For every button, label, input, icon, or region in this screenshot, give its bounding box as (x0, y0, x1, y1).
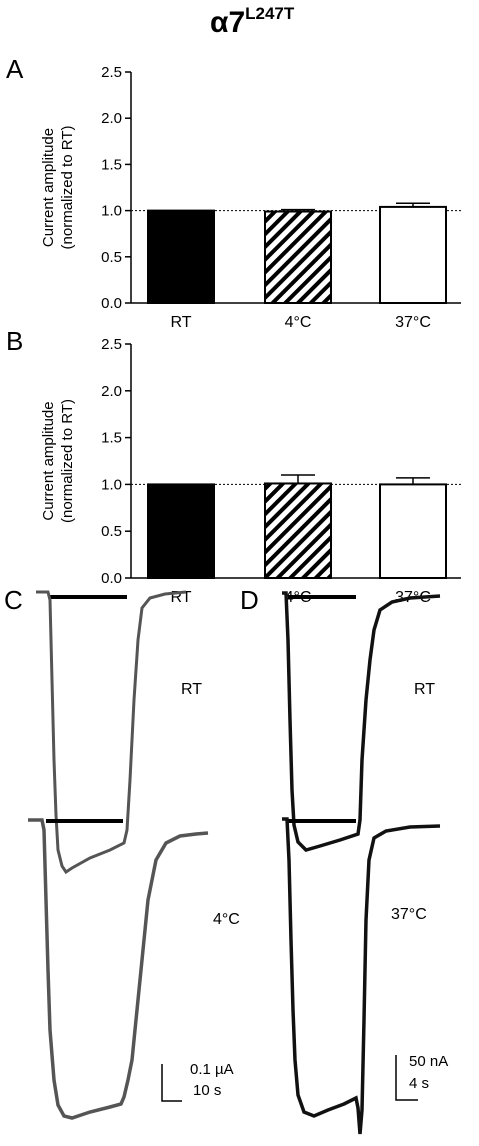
y-tick-label: 0.0 (101, 295, 122, 312)
scale-label-c-x: 10 s (193, 1082, 222, 1099)
trace-d-rt (282, 591, 441, 852)
panel-letter-b: B (6, 326, 24, 356)
panel-letter-d: D (240, 585, 259, 615)
y-tick-label: 0.5 (101, 523, 122, 540)
y-axis-label: (normalized to RT) (59, 126, 76, 250)
scale-label-c-y: 0.1 µA (190, 1061, 234, 1078)
bar-chart-b: 0.0 0.5 1.0 1.5 2.0 2.5 Current amplitude (norm… (40, 336, 461, 606)
bar-1 (147, 209, 215, 305)
trace-label-d-top: RT (414, 681, 436, 698)
scale-label-d-y: 50 nA (409, 1053, 449, 1070)
y-tick-label: 0.0 (101, 570, 122, 587)
y-tick-label: 1.5 (101, 430, 122, 447)
trace-group-d (282, 591, 441, 1135)
y-axis-label: Current amplitude (40, 128, 57, 247)
y-tick-label: 1.0 (101, 476, 122, 493)
trace-c-rt (36, 590, 187, 875)
trace-c-4c (28, 818, 209, 1120)
bar-3 (379, 205, 447, 305)
bar-chart-a: 0.0 0.5 1.0 1.5 2.0 2.5 Current amplitude (norm… (40, 64, 461, 331)
x-tick-label: 37°C (395, 314, 431, 331)
trace-group-c (28, 590, 209, 1120)
y-tick-label: 2.0 (101, 110, 122, 127)
trace-label-c-bottom: 4°C (213, 911, 240, 928)
y-tick-label: 2.5 (101, 64, 122, 81)
figure-title: α7L247T (210, 4, 295, 39)
scale-label-d-x: 4 s (409, 1075, 430, 1092)
y-tick-label: 2.0 (101, 383, 122, 400)
bar-1 (147, 483, 215, 579)
x-tick-label: RT (170, 314, 191, 331)
bar-3 (379, 483, 447, 579)
bar-2 (264, 482, 332, 579)
y-tick-label: 1.0 (101, 203, 122, 220)
scale-bar-c (161, 1064, 182, 1102)
y-tick-label: 0.5 (101, 249, 122, 266)
trace-label-c-top: RT (181, 681, 203, 698)
trace-d-37c (282, 817, 441, 1135)
y-axis-label: Current amplitude (40, 401, 57, 520)
y-tick-label: 1.5 (101, 156, 122, 173)
panel-letter-a: A (6, 54, 24, 84)
x-tick-label: 4°C (285, 314, 312, 331)
y-axis-label: (normalized to RT) (59, 399, 76, 523)
panel-letter-c: C (4, 585, 23, 615)
y-tick-label: 2.5 (101, 336, 122, 353)
trace-label-d-bottom: 37°C (391, 906, 427, 923)
bar-2 (264, 210, 332, 304)
scale-bar-d (395, 1055, 418, 1101)
